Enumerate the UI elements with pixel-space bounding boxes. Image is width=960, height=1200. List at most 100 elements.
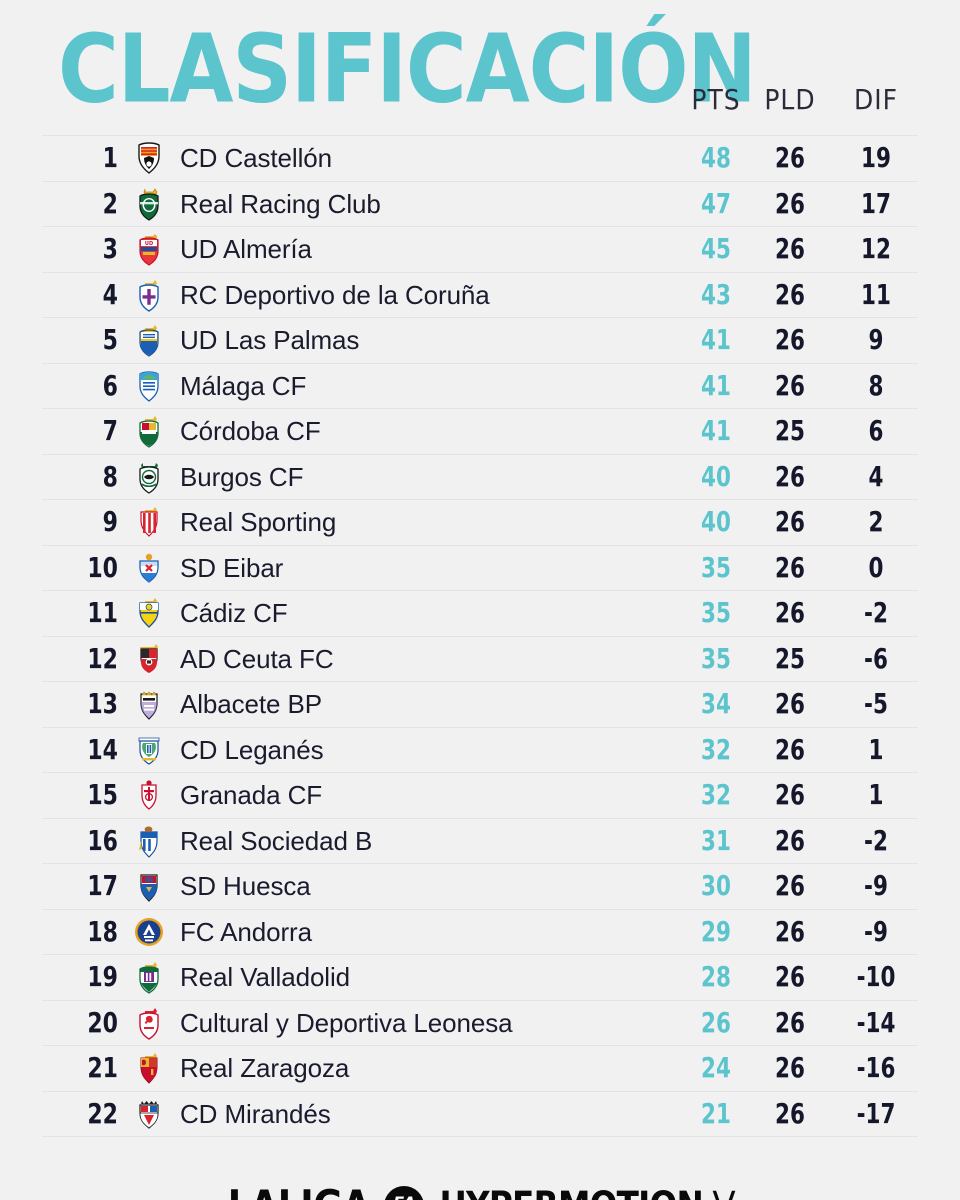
table-row[interactable]: 11 Cádiz CF 35 26 -2 — [42, 590, 918, 636]
team-name[interactable]: Real Valladolid — [180, 962, 351, 992]
rank-number: 18 — [87, 914, 118, 947]
team-name[interactable]: Real Zaragoza — [180, 1053, 350, 1083]
table-row[interactable]: 12 AD Ceuta FC 35 25 -6 — [42, 635, 918, 682]
rank-number: 20 — [87, 1005, 118, 1038]
points-value: 32 — [701, 778, 731, 811]
points-value: 41 — [701, 368, 731, 401]
played-value: 26 — [775, 368, 805, 401]
team-name[interactable]: Real Racing Club — [180, 188, 381, 219]
goal-difference-value: 8 — [868, 368, 884, 401]
played-value: 26 — [775, 778, 805, 811]
page-header: CLASIFICACIÓN PTS PLD DIF — [0, 0, 960, 135]
table-row[interactable]: 15 Granada CF 32 26 1 — [42, 772, 918, 818]
table-row[interactable]: 5 UD Las Palmas 41 26 9 — [42, 317, 918, 363]
team-name[interactable]: RC Deportivo de la Coruña — [180, 279, 490, 310]
table-row[interactable]: 8 Burgos CF 40 26 4 — [42, 453, 918, 500]
team-name[interactable]: Cultural y Deportiva Leonesa — [180, 1007, 513, 1038]
table-row[interactable]: 16 Real Sociedad B 31 26 -2 — [42, 817, 918, 864]
table-row[interactable]: 20 Cultural y Deportiva Leonesa 26 26 -14 — [42, 999, 918, 1046]
goal-difference-value: -2 — [864, 823, 888, 856]
column-header-pts: PTS — [691, 83, 741, 116]
goal-difference-value: 4 — [868, 459, 884, 492]
table-row[interactable]: 18 FC Andorra 29 26 -9 — [42, 908, 918, 955]
team-name[interactable]: Córdoba CF — [180, 416, 321, 446]
played-value: 26 — [775, 186, 805, 219]
rank-number: 5 — [102, 323, 118, 356]
team-name[interactable]: Real Sporting — [180, 507, 337, 537]
column-header-dif: DIF — [853, 83, 898, 116]
goal-difference-value: 17 — [861, 186, 891, 219]
table-row[interactable]: 2 Real Racing Club 47 26 17 — [42, 180, 918, 227]
goal-difference-value: -9 — [864, 914, 888, 947]
cultural-leonesa-crest — [130, 1004, 168, 1042]
team-name[interactable]: Cádiz CF — [180, 598, 288, 628]
table-row[interactable]: 9 Real Sporting 40 26 2 — [42, 499, 918, 545]
table-row[interactable]: 7 Córdoba CF 41 25 6 — [42, 408, 918, 454]
points-value: 26 — [701, 1005, 731, 1038]
real-zaragoza-crest — [130, 1049, 168, 1087]
sd-eibar-crest — [130, 549, 168, 587]
rank-number: 14 — [87, 732, 118, 765]
goal-difference-value: -17 — [856, 1096, 896, 1129]
points-value: 35 — [701, 641, 731, 674]
rank-number: 19 — [87, 960, 118, 993]
ud-las-palmas-crest — [130, 321, 168, 359]
table-row[interactable]: 14 CD Leganés 32 26 1 — [42, 726, 918, 773]
sd-huesca-crest — [130, 867, 168, 905]
team-name[interactable]: Burgos CF — [180, 461, 304, 492]
team-name[interactable]: Real Sociedad B — [180, 825, 373, 856]
played-value: 26 — [775, 869, 805, 902]
table-row[interactable]: 21 Real Zaragoza 24 26 -16 — [42, 1045, 918, 1091]
played-value: 25 — [775, 641, 805, 674]
played-value: 26 — [775, 823, 805, 856]
real-sporting-crest — [130, 503, 168, 541]
table-row[interactable]: 3 UD UD Almería 45 26 12 — [42, 226, 918, 272]
team-name[interactable]: SD Eibar — [180, 552, 284, 583]
goal-difference-value: 19 — [861, 141, 891, 174]
team-name[interactable]: UD Almería — [180, 234, 312, 264]
table-row[interactable]: 1 CD Castellón 48 26 19 — [42, 135, 918, 181]
real-racing-club-crest — [130, 185, 168, 223]
rank-number: 21 — [87, 1051, 118, 1084]
rank-number: 6 — [102, 368, 118, 401]
team-name[interactable]: FC Andorra — [180, 916, 312, 947]
table-row[interactable]: 19 Real Valladolid 28 26 -10 — [42, 954, 918, 1000]
ea-sports-icon: EA SPORTS — [383, 1186, 424, 1200]
ud-almeria-crest: UD — [130, 230, 168, 268]
team-name[interactable]: CD Castellón — [180, 143, 332, 173]
rank-number: 2 — [102, 186, 118, 219]
table-row[interactable]: 4 RC Deportivo de la Coruña 43 26 11 — [42, 271, 918, 318]
column-header-pld: PLD — [764, 83, 816, 116]
team-name[interactable]: UD Las Palmas — [180, 325, 360, 355]
rank-number: 12 — [87, 641, 118, 674]
team-name[interactable]: Málaga CF — [180, 370, 307, 401]
team-name[interactable]: CD Mirandés — [180, 1098, 331, 1129]
table-row[interactable]: 13 Albacete BP 34 26 -5 — [42, 681, 918, 727]
played-value: 26 — [775, 1005, 805, 1038]
goal-difference-value: -9 — [864, 869, 888, 902]
played-value: 26 — [775, 459, 805, 492]
team-name[interactable]: Albacete BP — [180, 689, 322, 719]
points-value: 41 — [701, 323, 731, 356]
column-headers: PTS PLD DIF — [0, 83, 960, 117]
table-row[interactable]: 10 SD Eibar 35 26 0 — [42, 544, 918, 591]
points-value: 28 — [701, 960, 731, 993]
points-value: 40 — [701, 459, 731, 492]
goal-difference-value: 11 — [861, 277, 891, 310]
played-value: 26 — [775, 1096, 805, 1129]
played-value: 26 — [775, 232, 805, 265]
ea-sports-icon-ea: EA — [393, 1194, 415, 1200]
table-row[interactable]: 6 Málaga CF 41 26 8 — [42, 362, 918, 409]
team-name[interactable]: AD Ceuta FC — [180, 643, 334, 674]
fc-andorra-crest — [130, 913, 168, 951]
team-name[interactable]: Granada CF — [180, 780, 323, 810]
points-value: 31 — [701, 823, 731, 856]
played-value: 26 — [775, 1051, 805, 1084]
table-row[interactable]: 22 CD Mirandés 21 26 -17 — [42, 1090, 918, 1137]
points-value: 35 — [701, 550, 731, 583]
team-name[interactable]: CD Leganés — [180, 734, 324, 765]
team-name[interactable]: SD Huesca — [180, 871, 311, 901]
rank-number: 7 — [102, 414, 118, 447]
table-row[interactable]: 17 SD Huesca 30 26 -9 — [42, 863, 918, 909]
